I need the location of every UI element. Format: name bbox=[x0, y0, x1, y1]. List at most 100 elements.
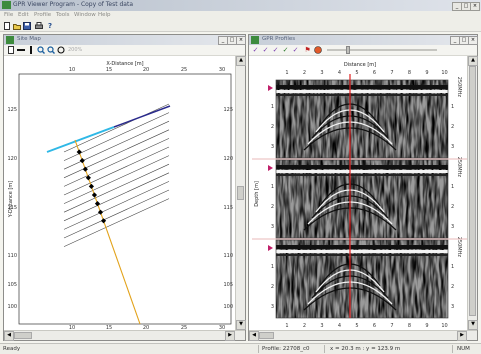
survey-track-line[interactable] bbox=[63, 155, 170, 204]
flag-icon[interactable]: ⚑ bbox=[304, 46, 311, 54]
check-icon[interactable]: ✓ bbox=[272, 46, 279, 54]
scroll-right-arrow-icon[interactable]: ▶ bbox=[457, 331, 467, 341]
horizontal-line-icon[interactable] bbox=[16, 46, 25, 56]
intersection-marker[interactable] bbox=[97, 209, 104, 215]
y-tick-left: 105 bbox=[7, 282, 17, 288]
survey-track-line[interactable] bbox=[63, 112, 170, 161]
scroll-thumb[interactable] bbox=[259, 332, 274, 339]
x-tick-bottom: 20 bbox=[143, 325, 149, 330]
depth-tick: 1 bbox=[451, 104, 454, 110]
zoom-reset-icon[interactable] bbox=[56, 46, 65, 56]
color-palette-icon[interactable] bbox=[313, 46, 322, 56]
zoom-in-icon[interactable] bbox=[36, 46, 45, 56]
trace-marker-icon[interactable] bbox=[268, 85, 273, 91]
direct-wave-band bbox=[276, 250, 448, 253]
distance-tick-bottom: 8 bbox=[408, 323, 411, 329]
site-map-canvas[interactable]: 10 10 15 15 20 20 25 25 30 30 125 125 120 120 115 115 11… bbox=[4, 56, 235, 330]
survey-track-line[interactable] bbox=[63, 129, 170, 179]
open-folder-icon[interactable] bbox=[13, 22, 21, 30]
depth-tick: 3 bbox=[451, 224, 454, 230]
intersection-marker[interactable] bbox=[88, 183, 94, 189]
scroll-left-arrow-icon[interactable]: ◀ bbox=[249, 331, 259, 341]
survey-track-line[interactable] bbox=[63, 172, 170, 222]
trace-marker-icon[interactable] bbox=[268, 245, 273, 251]
site-map-vertical-scrollbar[interactable]: ▲ ▼ bbox=[235, 56, 246, 330]
y-tick-left: 110 bbox=[7, 253, 17, 259]
profile-horizontal-scrollbar[interactable]: ◀ ▶ bbox=[249, 330, 477, 341]
distance-tick-bottom: 2 bbox=[303, 323, 306, 329]
x-tick-bottom: 25 bbox=[181, 325, 187, 330]
zoom-out-icon[interactable] bbox=[46, 46, 55, 56]
survey-track-line[interactable] bbox=[63, 138, 170, 187]
check-icon[interactable]: ✓ bbox=[252, 46, 259, 54]
survey-track-line[interactable] bbox=[63, 198, 170, 247]
survey-track-line[interactable] bbox=[63, 189, 170, 239]
check-icon[interactable]: ✓ bbox=[262, 46, 269, 54]
menu-help[interactable]: Help bbox=[98, 12, 111, 18]
x-tick-top: 20 bbox=[143, 67, 149, 73]
site-map-window: Site Map _ □ × 200% 10 10 15 15 20 20 25 25 30 30… bbox=[3, 34, 246, 341]
menu-tools[interactable]: Tools bbox=[56, 12, 70, 18]
profile-close-button[interactable]: × bbox=[468, 36, 478, 45]
survey-track-selected[interactable] bbox=[113, 105, 171, 128]
distance-tick-top: 10 bbox=[441, 70, 447, 76]
intersection-marker[interactable] bbox=[100, 218, 107, 224]
close-button[interactable]: × bbox=[470, 2, 480, 11]
profile-vertical-scrollbar[interactable]: ▲ ▼ bbox=[467, 56, 478, 330]
vertical-line-icon[interactable] bbox=[26, 46, 35, 56]
status-ready: Ready bbox=[3, 346, 21, 352]
depth-tick: 1 bbox=[451, 184, 454, 190]
depth-tick: 1 bbox=[271, 184, 274, 190]
gain-slider-thumb[interactable] bbox=[346, 46, 350, 54]
status-divider bbox=[324, 345, 325, 353]
scroll-up-arrow-icon[interactable]: ▲ bbox=[236, 56, 246, 66]
survey-track-line[interactable] bbox=[63, 181, 170, 230]
distance-tick-top: 3 bbox=[320, 70, 323, 76]
site-map-title-bar: Site Map _ □ × bbox=[4, 35, 246, 45]
survey-track-line[interactable] bbox=[63, 146, 170, 196]
status-num-lock: NUM bbox=[457, 346, 470, 352]
intersection-marker[interactable] bbox=[76, 149, 82, 155]
scroll-down-arrow-icon[interactable]: ▼ bbox=[468, 320, 478, 330]
intersection-marker[interactable] bbox=[91, 192, 98, 198]
site-map-horizontal-scrollbar[interactable]: ◀ ▶ bbox=[4, 330, 245, 341]
check-icon[interactable]: ✓ bbox=[282, 46, 289, 54]
gain-slider-track[interactable] bbox=[327, 49, 437, 51]
new-file-icon[interactable] bbox=[3, 22, 11, 30]
intersection-marker[interactable] bbox=[79, 158, 85, 164]
depth-tick: 3 bbox=[451, 144, 454, 150]
check-icon[interactable]: ✓ bbox=[292, 46, 299, 54]
scroll-down-arrow-icon[interactable]: ▼ bbox=[236, 320, 246, 330]
survey-track-line[interactable] bbox=[63, 163, 170, 213]
survey-track-line[interactable] bbox=[63, 103, 170, 153]
menu-window[interactable]: Window bbox=[74, 12, 96, 18]
print-icon[interactable] bbox=[35, 22, 43, 30]
scroll-thumb[interactable] bbox=[469, 66, 476, 316]
intersection-marker[interactable] bbox=[94, 201, 101, 207]
scroll-right-arrow-icon[interactable]: ▶ bbox=[225, 331, 235, 341]
scroll-thumb[interactable] bbox=[237, 186, 244, 200]
intersection-marker[interactable] bbox=[82, 166, 88, 172]
site-map-toolbar: 200% bbox=[4, 45, 245, 56]
survey-track-highlight[interactable] bbox=[46, 126, 115, 153]
save-disk-icon[interactable] bbox=[23, 22, 31, 30]
site-map-close-button[interactable]: × bbox=[236, 36, 246, 45]
menu-edit[interactable]: Edit bbox=[18, 12, 29, 18]
direct-wave-band bbox=[276, 254, 448, 256]
intersection-marker[interactable] bbox=[85, 175, 91, 181]
new-map-icon[interactable] bbox=[6, 46, 15, 56]
scroll-thumb[interactable] bbox=[14, 332, 32, 339]
help-icon[interactable]: ? bbox=[47, 22, 53, 30]
y-tick-left: 100 bbox=[7, 304, 17, 310]
scroll-left-arrow-icon[interactable]: ◀ bbox=[4, 331, 14, 341]
menu-profile[interactable]: Profile bbox=[34, 12, 52, 18]
trace-marker-icon[interactable] bbox=[268, 165, 273, 171]
distance-tick-top: 5 bbox=[355, 70, 358, 76]
scroll-up-arrow-icon[interactable]: ▲ bbox=[468, 56, 478, 66]
depth-tick: 1 bbox=[271, 104, 274, 110]
menu-file[interactable]: File bbox=[4, 12, 14, 18]
